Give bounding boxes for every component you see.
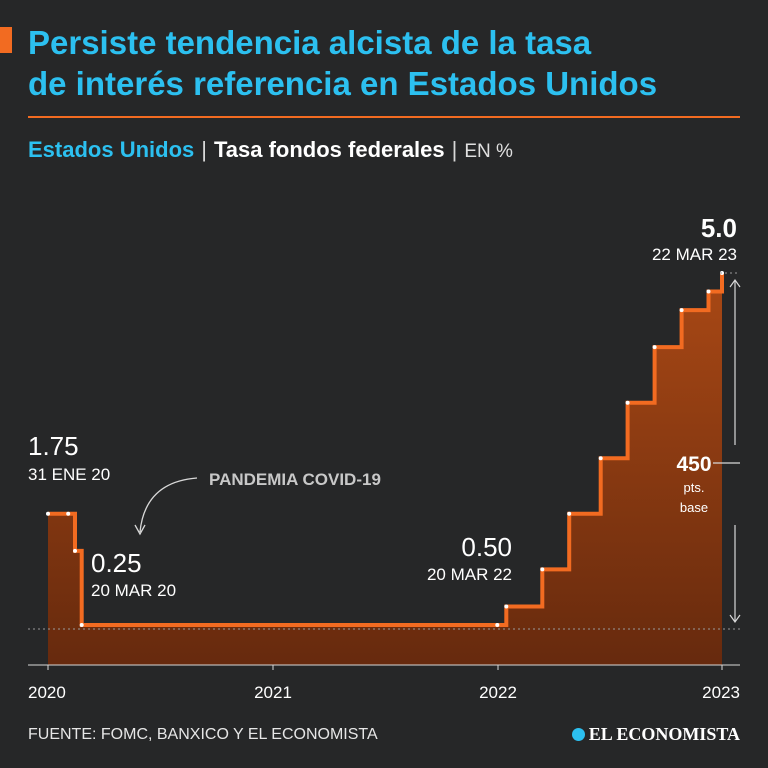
subtitle-country: Estados Unidos	[28, 137, 195, 162]
latest-value-label: 5.0	[701, 213, 737, 243]
start-date-label: 31 ENE 20	[28, 465, 110, 484]
range-arrow-up-head	[729, 278, 741, 288]
subtitle-separator-1: |	[201, 137, 207, 162]
rate-point	[679, 308, 684, 313]
covid-low-date-label: 20 MAR 20	[91, 581, 176, 600]
latest-date-label: 22 MAR 23	[652, 245, 737, 264]
x-tick-label: 2022	[479, 683, 517, 702]
rate-point	[598, 456, 603, 461]
rate-point	[625, 400, 630, 405]
rate-point	[46, 511, 50, 516]
rate-point	[652, 345, 657, 350]
title-divider	[28, 116, 740, 118]
rate-point	[504, 604, 509, 609]
range-arrow-down-head	[729, 614, 741, 624]
covid-low-value-label: 0.25	[91, 548, 142, 578]
hike-start-date-label: 20 MAR 22	[427, 565, 512, 584]
range-unit-line2: base	[680, 500, 708, 515]
chart-subtitle: Estados Unidos | Tasa fondos federales | EN …	[28, 137, 513, 163]
title-line-1: Persiste tendencia alcista de la tasa	[28, 24, 592, 61]
rate-point	[567, 511, 572, 516]
brand-logo-icon	[571, 728, 585, 741]
rate-point	[66, 511, 71, 516]
pandemic-arrow-head	[134, 524, 146, 536]
brand-name: EL ECONOMISTA	[588, 724, 740, 744]
hike-start-value-label: 0.50	[461, 532, 512, 562]
x-tick-label: 2020	[28, 683, 66, 702]
rate-point	[540, 567, 545, 572]
page-title: Persiste tendencia alcista de la tasa de…	[28, 22, 758, 104]
x-tick-label: 2021	[254, 683, 292, 702]
subtitle-unit: EN %	[464, 141, 513, 162]
rate-point	[73, 548, 77, 553]
range-value-label: 450	[676, 453, 711, 476]
title-line-2: de interés referencia en Estados Unidos	[28, 65, 658, 102]
range-unit-line1: pts.	[684, 480, 705, 495]
brand-logo: EL ECONOMISTA	[571, 724, 740, 745]
rate-point	[495, 623, 500, 627]
subtitle-separator-2: |	[451, 137, 458, 162]
x-tick-label: 2023	[702, 683, 740, 702]
pandemic-label: PANDEMIA COVID-19	[209, 470, 381, 489]
pandemic-arrow	[139, 477, 198, 533]
title-accent-bar	[0, 27, 12, 53]
rate-point	[79, 623, 84, 627]
source-note: FUENTE: FOMC, BANXICO Y EL ECONOMISTA	[28, 726, 378, 743]
rate-point	[706, 289, 711, 294]
start-value-label: 1.75	[28, 431, 79, 461]
rate-area	[48, 273, 722, 665]
subtitle-metric: Tasa fondos federales	[213, 137, 445, 162]
